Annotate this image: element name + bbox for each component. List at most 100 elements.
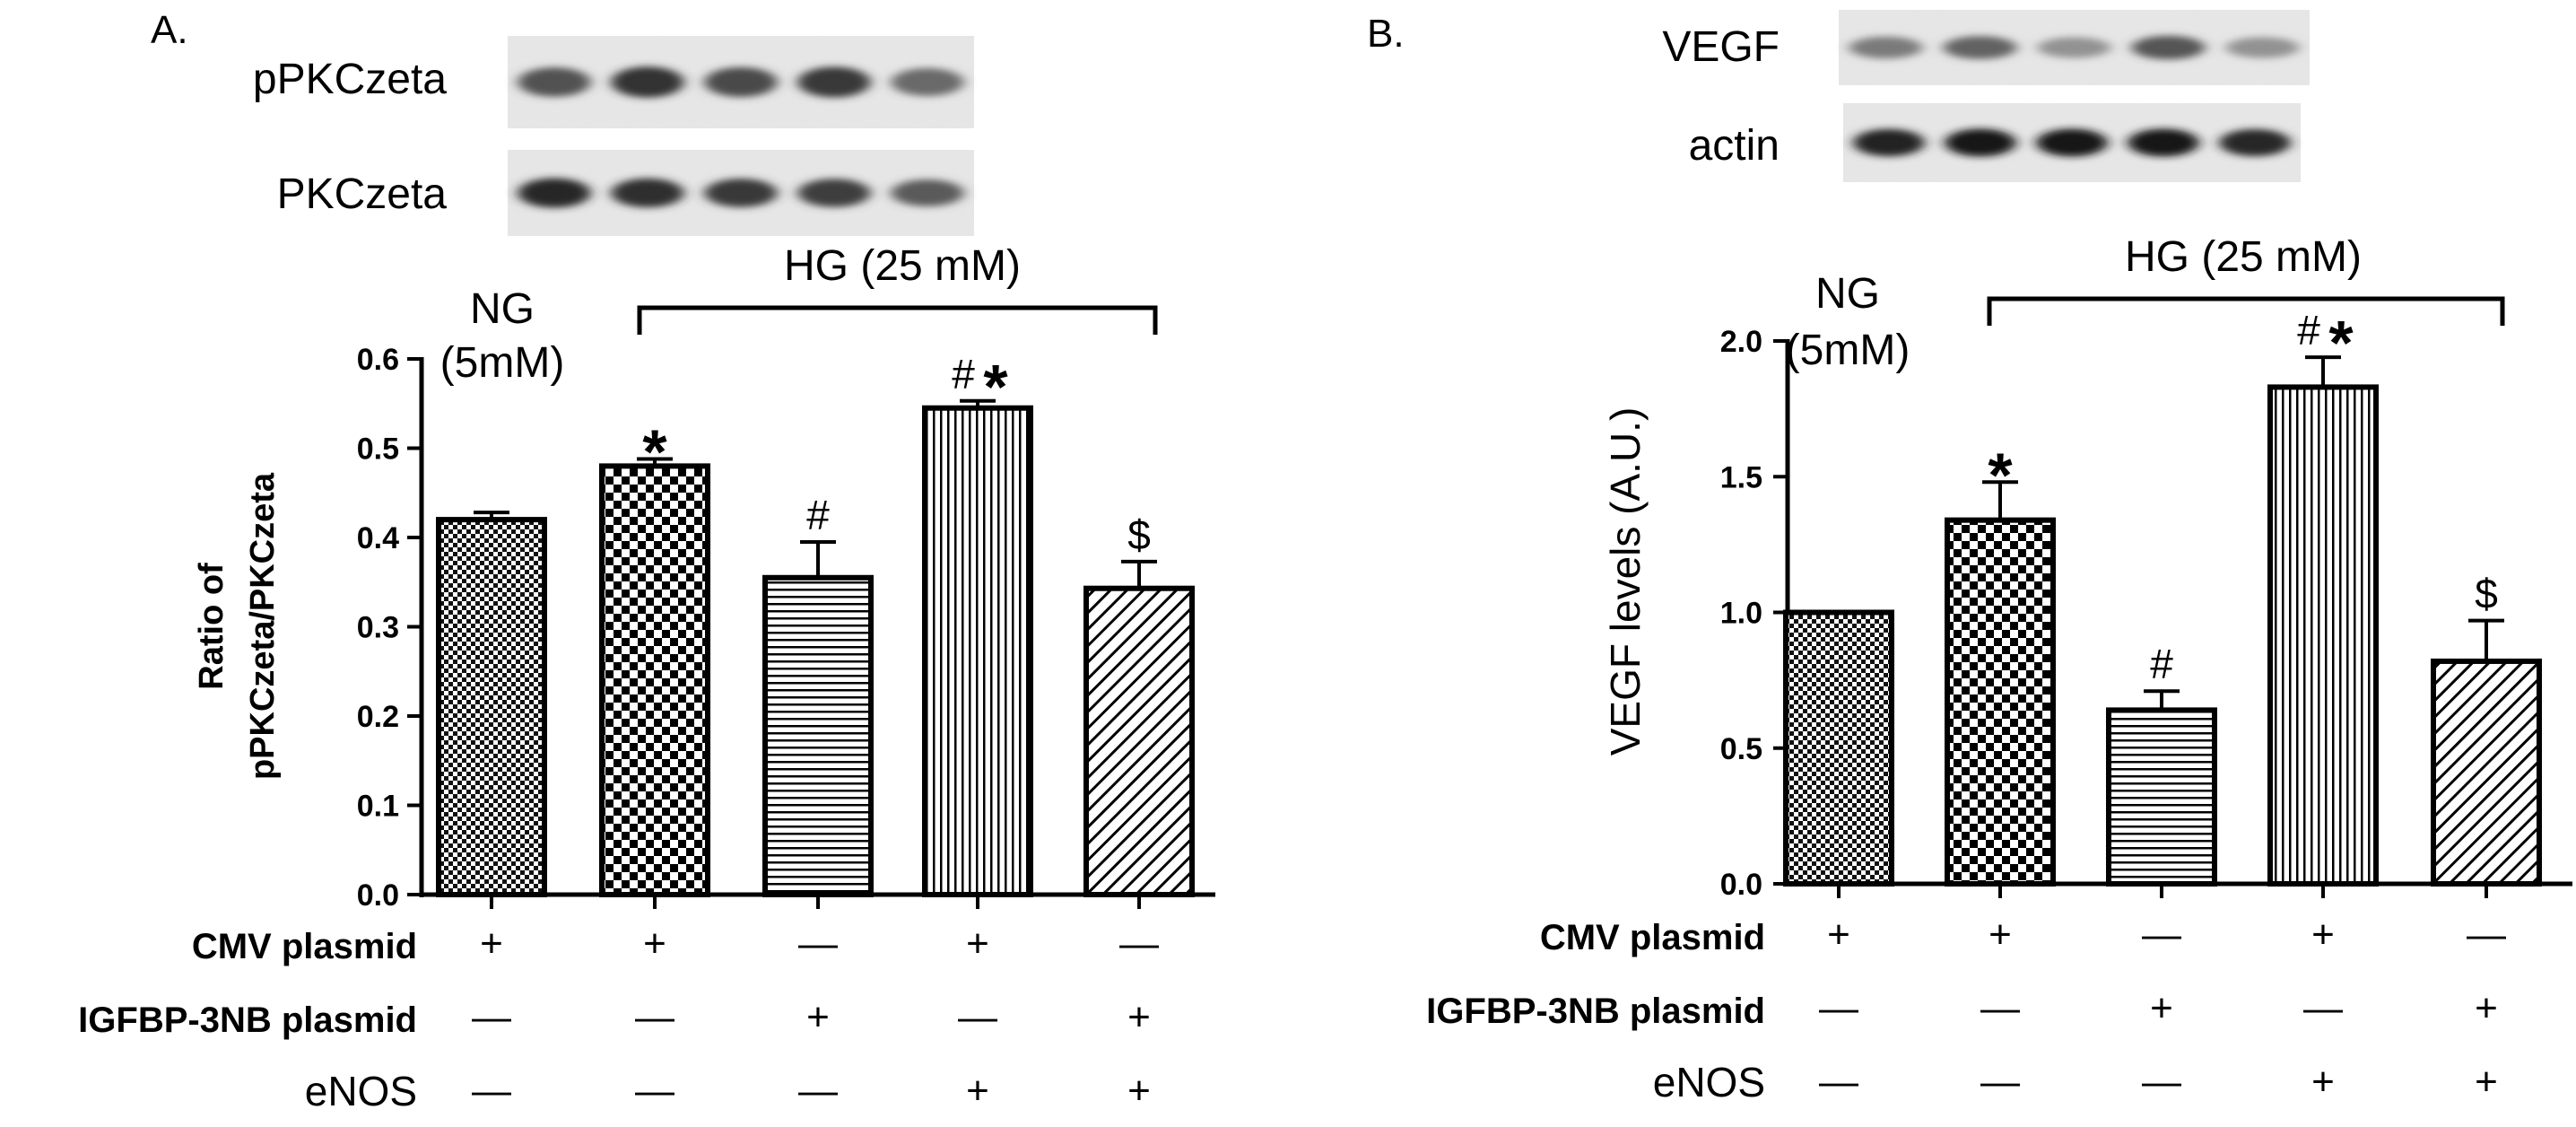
bar	[2431, 658, 2542, 887]
significance-hash: #	[952, 351, 975, 398]
significance-hash: #	[2297, 307, 2320, 354]
significance-marker: *	[642, 416, 667, 486]
treatment-row-label: IGFBP-3NB plasmid	[1426, 992, 1765, 1031]
significance-label: #	[2150, 641, 2173, 687]
y-tick-label: 0.4	[357, 521, 399, 555]
plus-sign: +	[2150, 986, 2173, 1030]
significance-star: *	[2328, 308, 2354, 378]
ng-label-line-2: (5mM)	[1786, 327, 1910, 374]
plus-sign: +	[2311, 1060, 2335, 1104]
minus-sign: —	[958, 995, 997, 1039]
bar	[599, 463, 710, 898]
y-axis-label-line-1: Ratio of	[193, 563, 231, 690]
minus-sign: —	[1980, 1060, 2020, 1104]
treatment-row-label: IGFBP-3NB plasmid	[78, 1000, 417, 1040]
minus-sign: —	[635, 1069, 674, 1113]
plus-sign: +	[1127, 1069, 1151, 1113]
blot-texture	[1839, 10, 2310, 85]
plus-sign: +	[966, 922, 989, 965]
panel-label: B.	[1367, 12, 1405, 56]
y-tick-label: 0.6	[357, 343, 399, 377]
significance-label: $	[1127, 511, 1151, 558]
blot-label: VEGF	[1662, 23, 1780, 71]
y-tick-label: 0.5	[1720, 732, 1762, 766]
blot-bottom	[508, 150, 974, 236]
significance-marker: # *	[952, 351, 1008, 422]
plus-sign: +	[2311, 913, 2335, 957]
minus-sign: —	[2142, 913, 2181, 957]
plus-sign: +	[2475, 986, 2498, 1030]
y-tick-label: 1.0	[1720, 597, 1762, 631]
minus-sign: —	[2467, 913, 2506, 957]
ng-label-line-1: NG	[470, 285, 535, 333]
y-tick-label: 0.2	[357, 700, 399, 734]
treatment-table: CMV plasmid + + — + — IGFBP-3NB plasmid — — + — + eN…	[78, 922, 1159, 1114]
hg-bracket	[637, 305, 1158, 335]
treatment-row-label: eNOS	[1653, 1059, 1765, 1105]
panel-a: A. pPKCzeta PKCzeta 0.0 0.1 0.2 0.3 0.4 0.5 0.6 Ra…	[78, 8, 1215, 1114]
blot-label: pPKCzeta	[253, 56, 447, 103]
plus-sign: +	[1127, 995, 1151, 1039]
y-tick-label: 0.0	[357, 878, 399, 913]
blot-bottom	[1843, 103, 2301, 182]
bar	[922, 405, 1033, 898]
minus-sign: —	[1119, 922, 1159, 965]
blot-label: actin	[1689, 122, 1780, 170]
panel-b: B. VEGF actin 0.0 0.5 1.0 1.5 2.0 VEGF levels (A…	[1367, 10, 2572, 1105]
ng-label-line-1: NG	[1815, 270, 1880, 318]
bar	[2267, 384, 2379, 887]
significance-star: *	[983, 352, 1008, 422]
significance-star: *	[1988, 440, 2013, 510]
significance-marker: #	[2150, 641, 2173, 687]
significance-marker: # *	[2297, 307, 2354, 378]
bar	[2106, 707, 2217, 887]
plus-sign: +	[966, 1069, 989, 1113]
y-tick-label: 0.0	[1720, 868, 1762, 902]
significance-star: *	[642, 416, 667, 486]
blot-texture	[508, 36, 974, 128]
y-tick-label: 0.3	[357, 611, 399, 645]
blot-label: PKCzeta	[277, 170, 448, 218]
plus-sign: +	[480, 922, 503, 965]
minus-sign: —	[798, 1069, 838, 1113]
hg-bracket	[1987, 296, 2505, 326]
bar	[436, 517, 547, 897]
plus-sign: +	[2475, 1060, 2498, 1104]
minus-sign: —	[2303, 986, 2343, 1030]
minus-sign: —	[798, 922, 838, 965]
y-axis-label: VEGF levels (A.U.)	[1602, 407, 1649, 756]
minus-sign: —	[1819, 1060, 1858, 1104]
plus-sign: +	[1827, 913, 1850, 957]
minus-sign: —	[635, 995, 674, 1039]
bar	[1783, 609, 1894, 887]
plus-sign: +	[1989, 913, 2012, 957]
bar	[762, 574, 874, 898]
bar-series	[436, 398, 1195, 898]
y-tick-label: 0.1	[357, 790, 399, 824]
blot-texture	[1843, 103, 2301, 182]
ng-label-line-2: (5mM)	[440, 339, 565, 387]
bar	[1083, 585, 1195, 898]
plus-sign: +	[806, 995, 830, 1039]
treatment-table: CMV plasmid + + — + — IGFBP-3NB plasmid — — + — + eN…	[1426, 913, 2506, 1105]
blot-top	[508, 36, 974, 128]
treatment-row-label: CMV plasmid	[192, 927, 417, 966]
minus-sign: —	[472, 995, 511, 1039]
y-axis-label-line-2: pPKCzeta/PKCzeta	[244, 472, 282, 780]
treatment-row-label: CMV plasmid	[1540, 918, 1765, 957]
minus-sign: —	[1980, 986, 2020, 1030]
bar-series	[1783, 355, 2542, 887]
minus-sign: —	[1819, 986, 1858, 1030]
blot-top	[1839, 10, 2310, 85]
blot-texture	[508, 150, 974, 236]
significance-marker: $	[2475, 571, 2498, 617]
significance-label: $	[2475, 571, 2498, 617]
y-tick-label: 0.5	[357, 432, 399, 467]
y-tick-label: 2.0	[1720, 325, 1762, 359]
plus-sign: +	[643, 922, 666, 965]
significance-label: #	[806, 492, 830, 538]
panel-label: A.	[151, 8, 188, 52]
significance-marker: $	[1127, 511, 1151, 558]
minus-sign: —	[472, 1069, 511, 1113]
